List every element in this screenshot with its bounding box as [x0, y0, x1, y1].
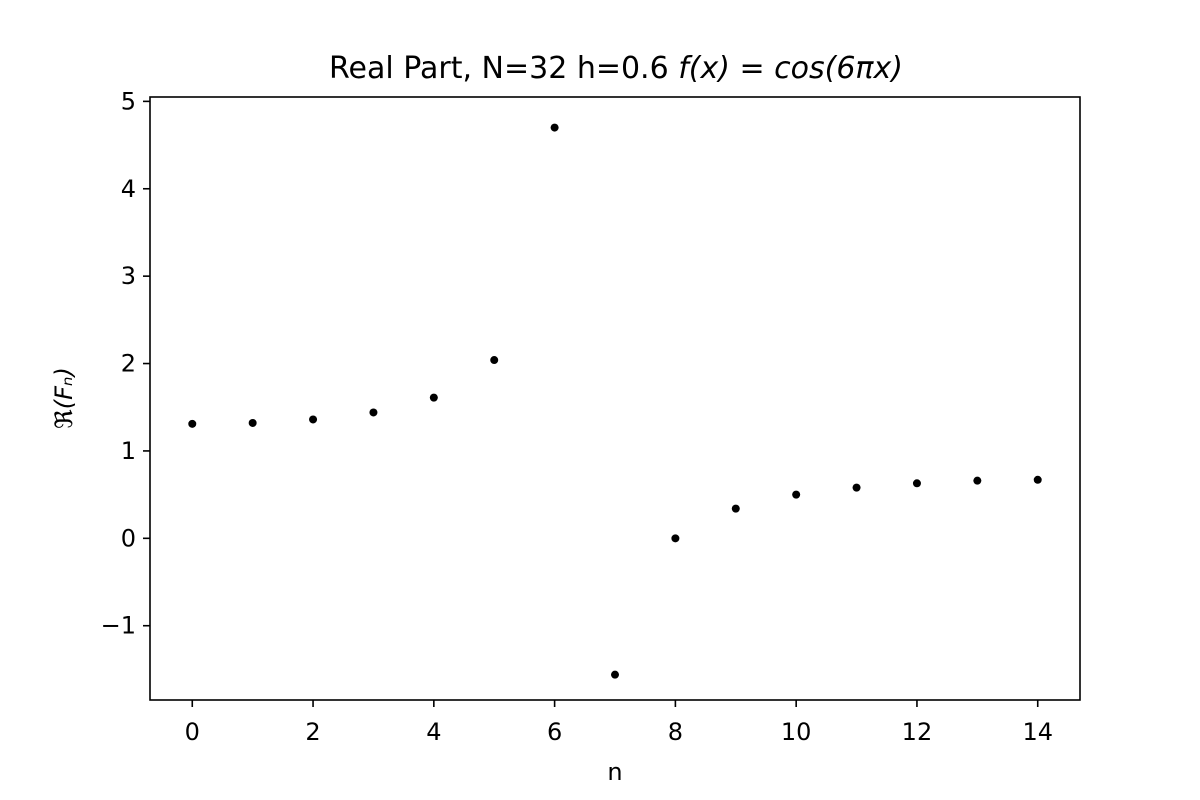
y-tick-label: 0	[121, 524, 136, 552]
data-point	[490, 356, 499, 365]
data-point	[1033, 475, 1042, 484]
chart-title-prefix: Real Part, N=32 h=0.6	[329, 51, 678, 86]
data-point	[369, 408, 378, 417]
data-point	[792, 490, 801, 499]
y-axis-label: ℜ(Fₙ)	[50, 367, 78, 429]
x-axis-label: n	[607, 758, 622, 786]
data-point	[248, 418, 257, 427]
x-tick-label: 0	[185, 718, 200, 746]
y-tick-label: −1	[101, 612, 136, 640]
x-tick-label: 8	[668, 718, 683, 746]
y-tick-label: 4	[121, 175, 136, 203]
y-tick-label: 2	[121, 350, 136, 378]
data-point	[973, 476, 982, 485]
data-point	[550, 123, 559, 132]
x-tick-label: 6	[547, 718, 562, 746]
data-point	[912, 479, 921, 488]
plot-frame	[149, 96, 1081, 701]
x-tick-label: 4	[426, 718, 441, 746]
chart-title: Real Part, N=32 h=0.6 f(x) = cos(6πx)	[329, 51, 903, 86]
x-tick-label: 14	[1022, 718, 1053, 746]
data-point	[671, 534, 680, 543]
data-point	[429, 393, 438, 402]
x-tick-label: 2	[305, 718, 320, 746]
data-point	[852, 483, 861, 492]
data-point	[188, 419, 197, 428]
chart-title-formula: f(x) = cos(6πx)	[678, 51, 903, 86]
y-tick-label: 3	[121, 262, 136, 290]
data-point	[611, 670, 619, 679]
y-tick-label: 1	[121, 437, 136, 465]
data-point	[731, 504, 740, 513]
y-tick-label: 5	[121, 87, 136, 115]
x-tick-label: 12	[902, 718, 933, 746]
data-points	[188, 123, 1042, 679]
x-tick-label: 10	[781, 718, 812, 746]
data-point	[309, 415, 318, 424]
